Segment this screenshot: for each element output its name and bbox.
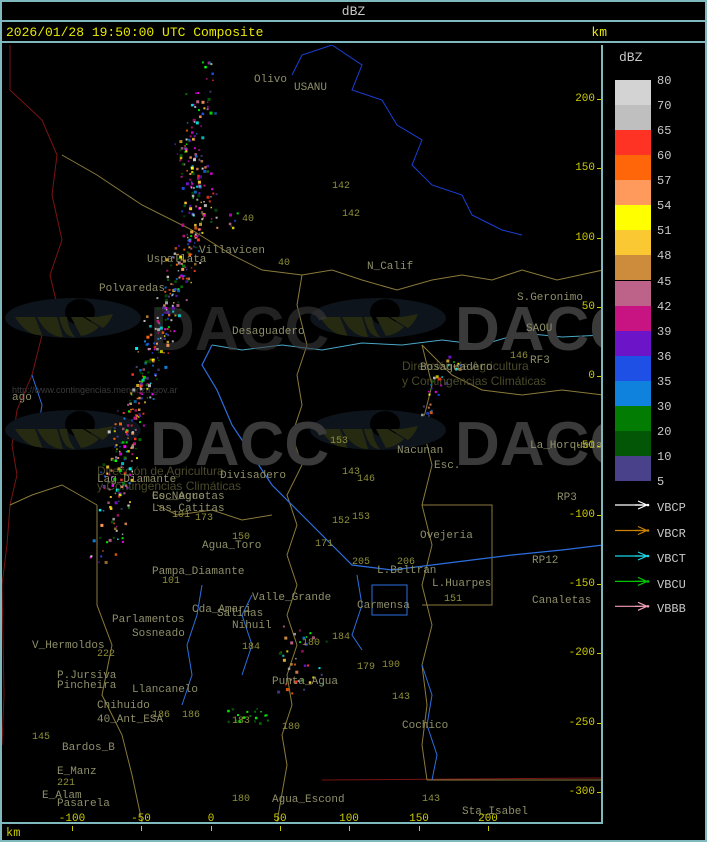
svg-text:y Contingencias Climáticas: y Contingencias Climáticas (402, 374, 546, 388)
